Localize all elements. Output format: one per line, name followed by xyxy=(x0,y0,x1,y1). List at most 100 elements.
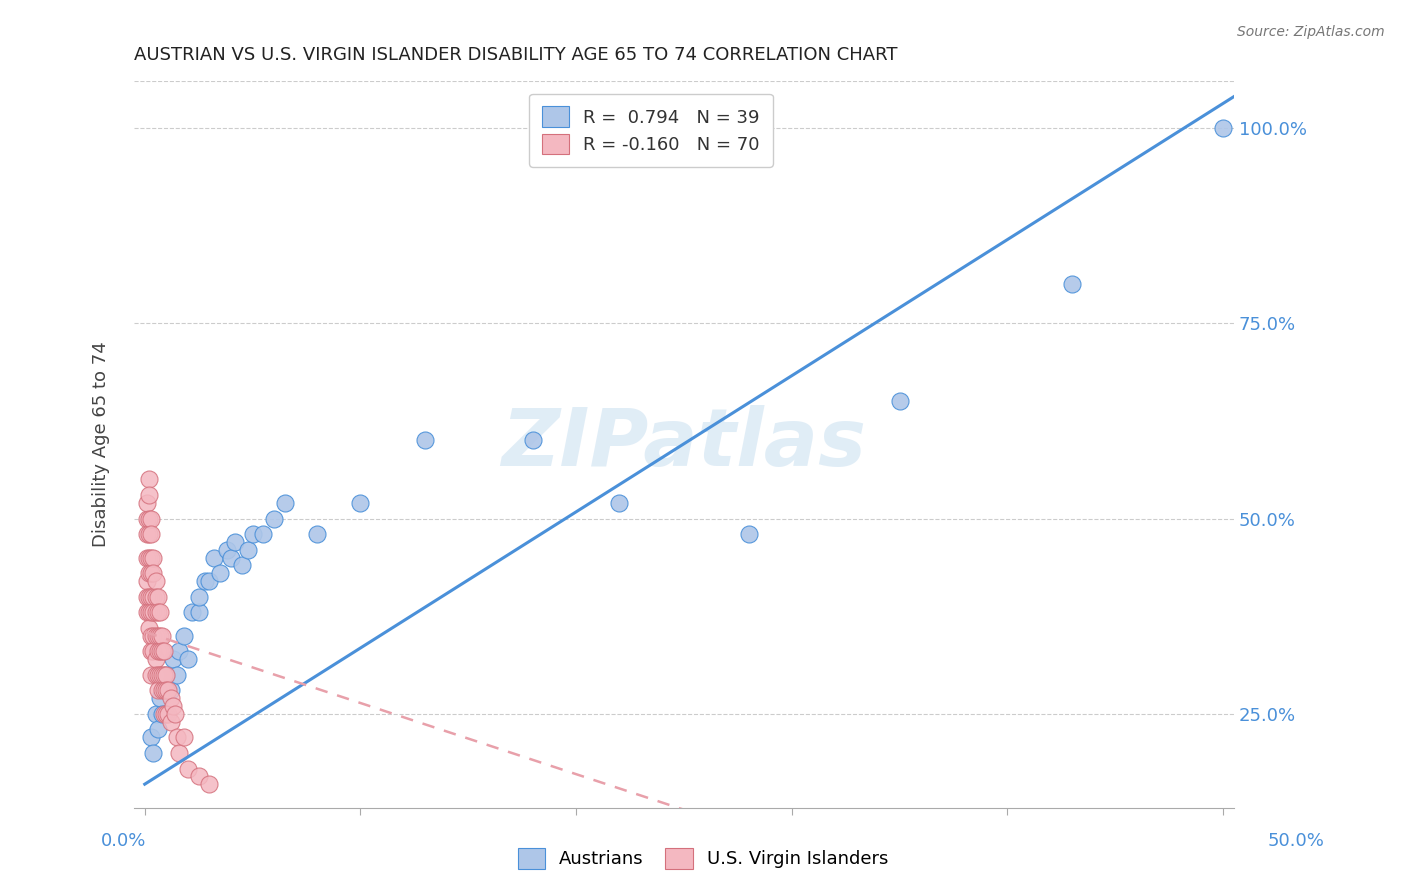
Text: 50.0%: 50.0% xyxy=(1268,831,1324,849)
Point xyxy=(150,668,173,682)
Point xyxy=(167,644,190,658)
Point xyxy=(153,683,176,698)
Point xyxy=(173,629,195,643)
Point xyxy=(141,511,163,525)
Point xyxy=(198,777,221,791)
Point xyxy=(138,511,160,525)
Point xyxy=(141,590,163,604)
Point xyxy=(138,605,160,619)
Point xyxy=(138,488,160,502)
Text: 0.0%: 0.0% xyxy=(101,831,146,849)
Point xyxy=(155,683,177,698)
Point xyxy=(155,706,177,721)
Point xyxy=(413,434,436,448)
Point xyxy=(274,496,297,510)
Point xyxy=(146,629,169,643)
Point xyxy=(159,683,181,698)
Point xyxy=(1212,120,1234,135)
Point xyxy=(145,574,167,588)
Point xyxy=(142,566,165,581)
Point xyxy=(149,644,172,658)
Point xyxy=(187,769,209,783)
Point xyxy=(166,668,188,682)
Point xyxy=(159,714,181,729)
Point xyxy=(153,644,176,658)
Point xyxy=(187,590,209,604)
Point xyxy=(155,668,177,682)
Point xyxy=(141,629,163,643)
Point xyxy=(153,683,176,698)
Point xyxy=(150,629,173,643)
Point xyxy=(150,706,173,721)
Point xyxy=(307,527,329,541)
Point xyxy=(145,629,167,643)
Point xyxy=(146,644,169,658)
Point xyxy=(142,550,165,565)
Point xyxy=(167,746,190,760)
Point xyxy=(142,629,165,643)
Point xyxy=(163,706,186,721)
Point xyxy=(215,542,238,557)
Point xyxy=(607,496,630,510)
Point xyxy=(146,605,169,619)
Point xyxy=(135,496,157,510)
Point xyxy=(135,511,157,525)
Legend: Austrians, U.S. Virgin Islanders: Austrians, U.S. Virgin Islanders xyxy=(510,840,896,876)
Point xyxy=(150,644,173,658)
Point xyxy=(349,496,371,510)
Point xyxy=(263,511,285,525)
Point xyxy=(145,590,167,604)
Point xyxy=(145,605,167,619)
Point xyxy=(141,550,163,565)
Point xyxy=(135,605,157,619)
Legend: R =  0.794   N = 39, R = -0.160   N = 70: R = 0.794 N = 39, R = -0.160 N = 70 xyxy=(529,94,772,167)
Point xyxy=(146,668,169,682)
Point xyxy=(145,706,167,721)
Point xyxy=(522,434,544,448)
Point xyxy=(181,605,204,619)
Point xyxy=(135,590,157,604)
Point xyxy=(141,527,163,541)
Point xyxy=(145,652,167,666)
Point xyxy=(238,542,260,557)
Point xyxy=(166,731,188,745)
Point xyxy=(209,566,232,581)
Point xyxy=(135,574,157,588)
Point xyxy=(177,762,200,776)
Point xyxy=(142,746,165,760)
Point xyxy=(242,527,264,541)
Point xyxy=(135,550,157,565)
Point xyxy=(149,691,172,706)
Y-axis label: Disability Age 65 to 74: Disability Age 65 to 74 xyxy=(93,342,110,547)
Point xyxy=(142,605,165,619)
Point xyxy=(162,652,184,666)
Point xyxy=(146,590,169,604)
Point xyxy=(231,558,253,573)
Point xyxy=(141,644,163,658)
Point xyxy=(173,731,195,745)
Point xyxy=(145,668,167,682)
Point xyxy=(135,527,157,541)
Point xyxy=(149,668,172,682)
Point xyxy=(138,473,160,487)
Point xyxy=(138,550,160,565)
Point xyxy=(202,550,225,565)
Point xyxy=(157,683,180,698)
Point xyxy=(159,691,181,706)
Point xyxy=(153,706,176,721)
Point xyxy=(219,550,242,565)
Point xyxy=(194,574,217,588)
Point xyxy=(138,527,160,541)
Point xyxy=(142,590,165,604)
Point xyxy=(737,527,759,541)
Text: ZIPatlas: ZIPatlas xyxy=(502,405,866,483)
Point xyxy=(177,652,200,666)
Point xyxy=(252,527,274,541)
Text: Source: ZipAtlas.com: Source: ZipAtlas.com xyxy=(1237,25,1385,39)
Point xyxy=(146,723,169,737)
Point xyxy=(138,590,160,604)
Point xyxy=(1060,277,1083,292)
Point xyxy=(150,683,173,698)
Point xyxy=(155,668,177,682)
Point xyxy=(153,668,176,682)
